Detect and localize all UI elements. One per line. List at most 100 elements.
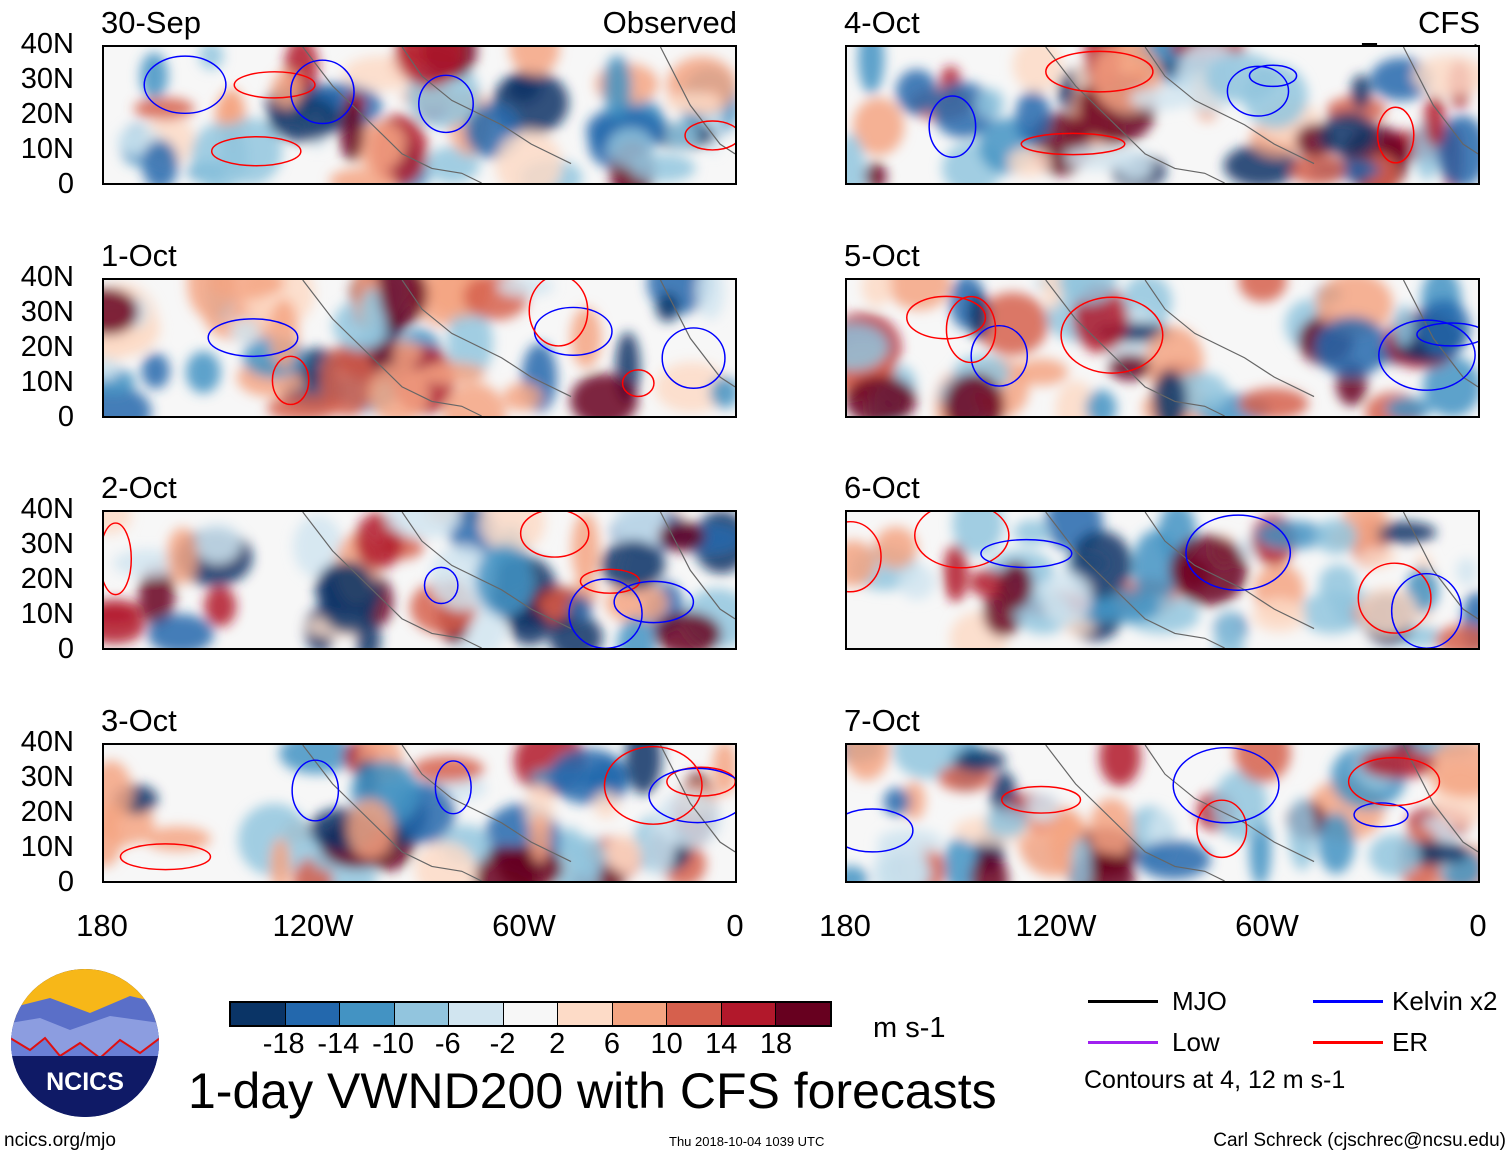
wind-anomaly-blob [1117, 149, 1154, 182]
wind-anomaly-blob [1393, 304, 1415, 347]
wind-anomaly-blob [104, 819, 122, 867]
kelvin-contour [291, 759, 340, 822]
lat-tick-label: 10N [20, 366, 74, 398]
footer-timestamp: Thu 2018-10-04 1039 UTC [669, 1134, 825, 1149]
wind-anomaly-blob [625, 745, 662, 795]
lon-tick-label: 0 [726, 908, 744, 943]
wind-anomaly-blob [883, 787, 911, 816]
er-contour [906, 295, 987, 340]
wind-anomaly-blob [1013, 519, 1052, 546]
panel-date: 5-Oct [844, 238, 920, 273]
wind-anomaly-blob [144, 826, 211, 852]
map-panel [102, 45, 737, 185]
er-contour [119, 843, 212, 871]
wind-anomaly-blob [1041, 570, 1092, 625]
kelvin-contour [928, 95, 977, 158]
legend-label-low: Low [1172, 1027, 1220, 1057]
wind-anomaly-blob [657, 790, 722, 848]
footer-author: Carl Schreck (cjschrec@ncsu.edu) [1213, 1130, 1506, 1151]
lat-tick-label: 0 [57, 866, 74, 898]
wind-anomaly-blob [1015, 89, 1051, 144]
legend-line-mjo [1088, 1000, 1158, 1003]
lon-tick-label: 120W [272, 908, 354, 943]
wind-anomaly-blob [418, 362, 486, 384]
wind-anomaly-blob [593, 790, 619, 819]
wind-anomaly-blob [266, 394, 340, 416]
wind-anomaly-blob [293, 514, 343, 578]
lat-tick-label: 0 [57, 168, 74, 200]
wind-anomaly-blob [141, 139, 179, 183]
lon-tick-label: 120W [1015, 908, 1097, 943]
wind-anomaly-blob [1385, 397, 1432, 416]
wind-anomaly-blob [104, 288, 139, 336]
colorbar-swatch [231, 1003, 286, 1025]
wind-anomaly-blob [887, 280, 952, 311]
wind-anomaly-blob [655, 293, 680, 322]
wind-anomaly-blob [1070, 837, 1092, 881]
wind-anomaly-blob [474, 846, 538, 881]
panel-date: 3-Oct [101, 703, 177, 738]
wind-anomaly-blob [1319, 112, 1377, 157]
wind-anomaly-blob [603, 55, 632, 119]
footer-url: ncics.org/mjo [4, 1130, 116, 1151]
wind-anomaly-blob [658, 520, 705, 552]
map-panel [102, 510, 737, 650]
er-contour [1357, 562, 1432, 634]
lon-tick-label: 60W [1235, 908, 1299, 943]
er-contour [1196, 799, 1248, 859]
er-contour [945, 295, 997, 364]
wind-anomaly-blob [320, 343, 376, 416]
coastline [302, 47, 735, 183]
wind-anomaly-blob [570, 307, 602, 369]
wind-anomaly-blob [999, 561, 1033, 609]
svg-text:NCICS: NCICS [46, 1068, 124, 1096]
kelvin-contour [290, 59, 355, 125]
colorbar-swatch [503, 1003, 558, 1025]
wind-anomaly-blob [104, 607, 146, 644]
wind-anomaly-blob [895, 69, 938, 115]
map-panel [102, 278, 737, 418]
kelvin-contour [1248, 64, 1298, 88]
panel-date: 4-Oct [844, 5, 920, 40]
lat-tick-label: 20N [20, 331, 74, 363]
wind-anomaly-blob [229, 318, 261, 344]
lat-tick-label: 20N [20, 796, 74, 828]
lat-tick-label: 10N [20, 598, 74, 630]
wind-anomaly-blob [207, 280, 285, 300]
wind-anomaly-blob [847, 375, 917, 416]
lat-tick-label: 20N [20, 98, 74, 130]
kelvin-contour [661, 327, 726, 389]
coastline [302, 280, 735, 416]
er-contour [684, 120, 735, 151]
kelvin-contour [207, 318, 299, 358]
wind-anomaly-blob [1252, 598, 1307, 633]
kelvin-contour [1390, 572, 1463, 648]
wind-anomaly-blob [392, 341, 422, 366]
wind-anomaly-blob [509, 47, 560, 77]
wind-anomaly-blob [853, 97, 905, 156]
kelvin-contour [1378, 319, 1476, 391]
wind-anomaly-blob [318, 561, 377, 634]
wind-anomaly-blob [1012, 47, 1063, 93]
wind-anomaly-blob [270, 837, 291, 881]
er-contour [1347, 756, 1441, 807]
wind-anomaly-blob [1370, 521, 1437, 544]
kelvin-contour [980, 538, 1073, 569]
wind-anomaly-blob [104, 760, 133, 825]
wind-anomaly-blob [942, 837, 978, 881]
lat-tick-label: 30N [20, 528, 74, 560]
colorbar-swatch [667, 1003, 722, 1025]
wind-anomaly-blob [863, 162, 887, 183]
wind-anomaly-blob [1317, 812, 1355, 874]
wind-anomaly-blob [166, 527, 198, 585]
er-contour [603, 745, 703, 825]
panel-date: 1-Oct [101, 238, 177, 273]
wind-anomaly-blob [1042, 280, 1064, 310]
figure-title: 1-day VWND200 with CFS forecasts [188, 1063, 997, 1119]
colorbar-label: -18 [262, 1028, 305, 1060]
lon-tick-label: 60W [492, 908, 556, 943]
wind-anomaly-blob [604, 834, 642, 874]
wind-anomaly-blob [1108, 353, 1151, 381]
wind-anomaly-blob [1412, 55, 1478, 96]
wind-anomaly-blob [600, 540, 666, 591]
